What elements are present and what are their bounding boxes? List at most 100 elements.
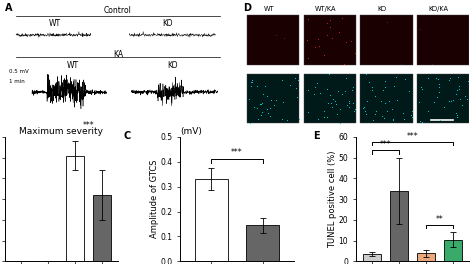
Title: Maximum severity: Maximum severity — [19, 127, 103, 136]
Point — [363, 72, 370, 77]
Point — [361, 105, 368, 109]
Point — [434, 77, 441, 81]
Point — [305, 88, 312, 92]
Point — [253, 84, 261, 88]
Point — [304, 56, 311, 60]
Bar — [66, 156, 83, 261]
Point — [326, 25, 334, 30]
Point — [316, 91, 324, 96]
Point — [324, 21, 331, 25]
Point — [415, 100, 422, 104]
Point — [311, 45, 319, 49]
Point — [257, 102, 265, 106]
Point — [334, 89, 342, 93]
Text: A: A — [5, 3, 12, 13]
Text: 0.5 mV: 0.5 mV — [9, 69, 29, 74]
Point — [336, 106, 344, 111]
Point — [264, 94, 271, 98]
Point — [311, 85, 319, 89]
Point — [392, 75, 400, 79]
Point — [320, 115, 328, 119]
Point — [338, 16, 346, 20]
Point — [390, 116, 397, 121]
Text: WT: WT — [67, 61, 79, 70]
Point — [433, 95, 441, 99]
Point — [446, 78, 453, 83]
Point — [363, 99, 370, 103]
Text: Control: Control — [104, 6, 132, 15]
Point — [342, 39, 349, 44]
Point — [303, 38, 311, 43]
Text: C: C — [124, 131, 131, 141]
Point — [320, 53, 328, 57]
Point — [256, 101, 264, 106]
Bar — [417, 15, 469, 65]
Point — [248, 78, 255, 82]
Point — [424, 109, 432, 113]
Point — [310, 91, 318, 96]
Point — [458, 102, 465, 107]
Bar — [391, 191, 408, 261]
Point — [382, 85, 389, 89]
Point — [254, 117, 262, 121]
Point — [383, 20, 391, 24]
Point — [391, 84, 398, 88]
Point — [456, 97, 464, 101]
Point — [408, 109, 416, 113]
Point — [465, 78, 472, 83]
Point — [281, 36, 288, 40]
Point — [258, 110, 266, 114]
Point — [388, 106, 396, 111]
Point — [325, 100, 332, 105]
Point — [378, 114, 385, 119]
Point — [401, 116, 408, 121]
Point — [332, 102, 340, 106]
Point — [440, 105, 448, 109]
Point — [294, 78, 302, 82]
Point — [343, 103, 351, 107]
Point — [323, 87, 331, 91]
Point — [327, 93, 334, 97]
Point — [372, 112, 379, 116]
Point — [363, 112, 370, 116]
Point — [272, 98, 279, 102]
Bar — [247, 74, 299, 123]
Text: ***: *** — [380, 140, 392, 149]
Point — [315, 117, 322, 121]
Point — [341, 62, 348, 66]
Point — [247, 84, 255, 88]
Bar — [93, 195, 110, 261]
Point — [329, 97, 337, 102]
Point — [433, 76, 440, 81]
Point — [453, 113, 461, 117]
Point — [259, 92, 266, 97]
Point — [264, 107, 271, 111]
Point — [351, 107, 358, 111]
Y-axis label: Amplitude of GTCS: Amplitude of GTCS — [150, 160, 159, 238]
Point — [351, 51, 359, 55]
Point — [430, 100, 438, 104]
Point — [286, 83, 294, 88]
Point — [383, 109, 391, 113]
Point — [397, 62, 405, 67]
Point — [342, 76, 349, 80]
Text: **: ** — [436, 215, 444, 224]
Point — [368, 87, 376, 92]
Point — [436, 85, 443, 89]
Point — [416, 119, 424, 123]
Bar — [304, 15, 356, 65]
Point — [251, 105, 258, 109]
Point — [424, 76, 431, 80]
Point — [313, 81, 321, 85]
Point — [270, 103, 277, 108]
Point — [464, 96, 471, 101]
Point — [248, 80, 255, 84]
Y-axis label: TUNEL positive cell (%): TUNEL positive cell (%) — [328, 150, 337, 248]
Text: KO/KA: KO/KA — [428, 6, 449, 12]
Point — [393, 98, 401, 102]
Point — [304, 16, 311, 21]
Text: KO: KO — [163, 19, 173, 28]
Point — [267, 98, 275, 102]
Point — [347, 39, 355, 43]
Point — [346, 105, 353, 109]
